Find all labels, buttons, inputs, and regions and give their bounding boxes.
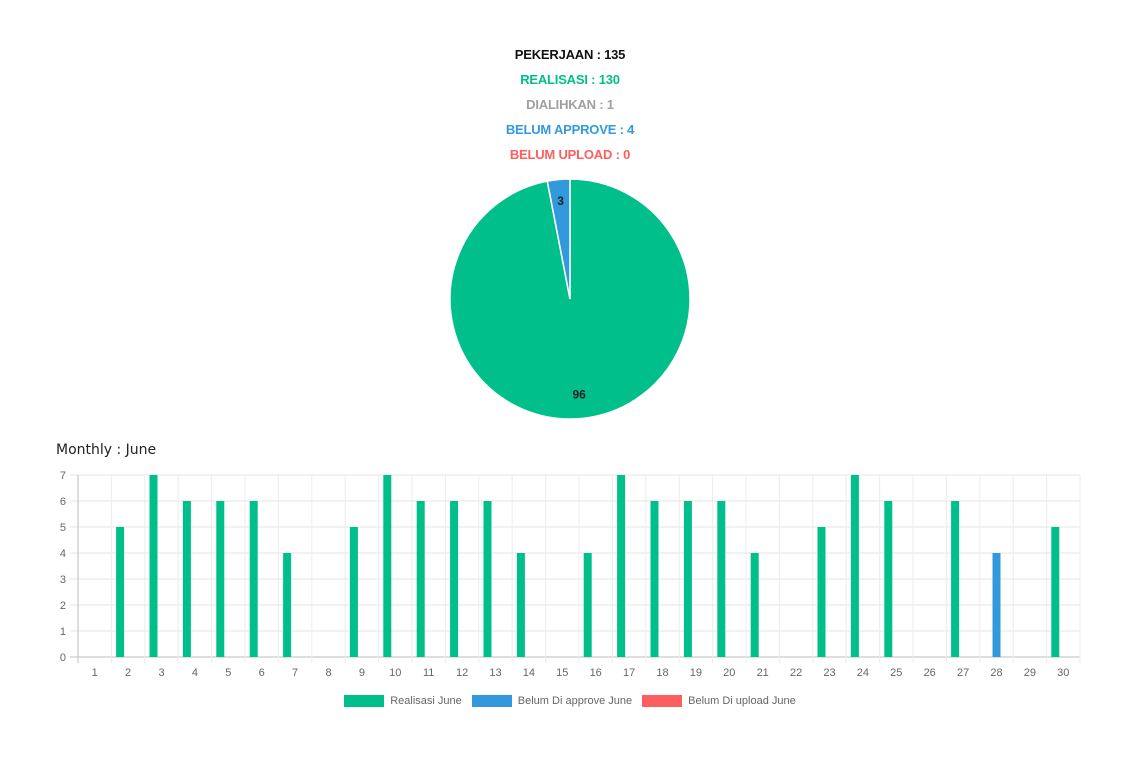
bar xyxy=(817,527,826,657)
monthly-chart-title: Monthly : June xyxy=(56,442,157,458)
bar xyxy=(149,475,158,657)
bar xyxy=(717,501,726,657)
realisasi-total: REALISASI : 130 xyxy=(520,72,620,87)
x-tick-label: 2 xyxy=(125,667,131,679)
x-tick-label: 20 xyxy=(723,667,735,679)
summary-stats: PEKERJAAN : 135 REALISASI : 130 DIALIHKA… xyxy=(0,42,1140,167)
pie-chart: 96 3 xyxy=(449,178,691,420)
x-tick-label: 5 xyxy=(225,667,231,679)
bar xyxy=(850,475,859,657)
legend-item-belum-upload[interactable]: Belum Di upload June xyxy=(642,695,796,707)
x-tick-label: 23 xyxy=(823,667,835,679)
legend-swatch-realisasi xyxy=(344,695,385,707)
bar xyxy=(116,527,125,657)
x-tick-label: 15 xyxy=(556,667,568,679)
x-tick-label: 17 xyxy=(623,667,635,679)
x-tick-label: 11 xyxy=(423,667,434,679)
x-tick-label: 29 xyxy=(1024,667,1036,679)
x-tick-label: 27 xyxy=(957,667,969,679)
x-tick-label: 8 xyxy=(325,667,331,679)
legend-label-belum-approve: Belum Di approve June xyxy=(517,695,633,707)
bar xyxy=(182,501,191,657)
bar xyxy=(450,501,459,657)
dialihkan-total: DIALIHKAN : 1 xyxy=(526,97,614,112)
y-tick-label: 0 xyxy=(60,652,66,664)
x-tick-label: 13 xyxy=(489,667,501,679)
legend-label-realisasi: Realisasi June xyxy=(390,695,462,707)
pekerjaan-total: PEKERJAAN : 135 xyxy=(514,47,626,62)
x-tick-label: 3 xyxy=(158,667,164,679)
bar-chart-legend: Realisasi June Belum Di approve June Bel… xyxy=(0,695,1140,707)
x-tick-label: 21 xyxy=(757,667,769,679)
x-tick-label: 1 xyxy=(92,667,98,679)
bar xyxy=(884,501,893,657)
bar xyxy=(683,501,692,657)
x-tick-label: 22 xyxy=(790,667,802,679)
x-tick-label: 28 xyxy=(990,667,1002,679)
y-tick-label: 4 xyxy=(60,548,66,560)
y-tick-label: 3 xyxy=(60,574,66,586)
x-tick-label: 6 xyxy=(259,667,265,679)
x-tick-label: 4 xyxy=(192,667,198,679)
x-tick-label: 16 xyxy=(590,667,602,679)
x-tick-label: 14 xyxy=(523,667,535,679)
y-tick-label: 1 xyxy=(60,626,66,638)
bar xyxy=(750,553,759,657)
bar xyxy=(349,527,358,657)
bar xyxy=(383,475,392,657)
bar xyxy=(1051,527,1060,657)
legend-label-belum-upload: Belum Di upload June xyxy=(688,695,796,707)
bar xyxy=(249,501,258,657)
x-tick-label: 24 xyxy=(857,667,869,679)
legend-swatch-belum-approve xyxy=(471,695,512,707)
legend-item-realisasi[interactable]: Realisasi June xyxy=(344,695,462,707)
x-tick-label: 12 xyxy=(456,667,468,679)
bar xyxy=(216,501,225,657)
bar xyxy=(617,475,626,657)
pie-slice xyxy=(546,178,571,300)
bar xyxy=(650,501,659,657)
x-tick-label: 10 xyxy=(389,667,401,679)
bar xyxy=(483,501,492,657)
bar xyxy=(992,553,1001,657)
x-tick-label: 26 xyxy=(924,667,936,679)
y-tick-label: 5 xyxy=(60,522,66,534)
y-tick-label: 7 xyxy=(60,470,66,482)
y-tick-label: 2 xyxy=(60,600,66,612)
x-tick-label: 30 xyxy=(1057,667,1069,679)
bar xyxy=(951,501,960,657)
bar xyxy=(416,501,425,657)
belum-upload-total: BELUM UPLOAD : 0 xyxy=(509,147,631,162)
legend-item-belum-approve[interactable]: Belum Di approve June xyxy=(471,695,633,707)
x-tick-label: 18 xyxy=(656,667,668,679)
pie-slice-label: 96 xyxy=(572,388,586,402)
bar xyxy=(583,553,592,657)
y-tick-label: 6 xyxy=(60,496,66,508)
belum-approve-total: BELUM APPROVE : 4 xyxy=(505,122,635,137)
x-tick-label: 9 xyxy=(359,667,365,679)
x-tick-label: 7 xyxy=(292,667,298,679)
pie-slice-label: 3 xyxy=(557,194,564,208)
bar xyxy=(516,553,525,657)
bar xyxy=(283,553,292,657)
x-tick-label: 25 xyxy=(890,667,902,679)
x-tick-label: 19 xyxy=(690,667,702,679)
legend-swatch-belum-upload xyxy=(642,695,683,707)
